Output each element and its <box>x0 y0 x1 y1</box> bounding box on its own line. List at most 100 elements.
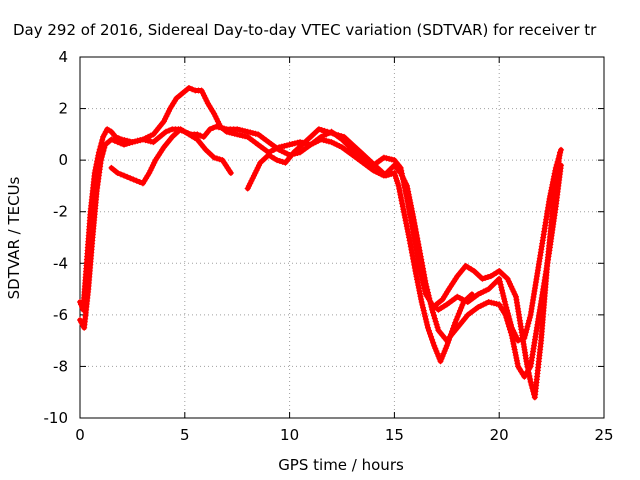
data-point <box>416 287 423 294</box>
data-point <box>501 295 508 302</box>
data-point <box>505 278 512 285</box>
data-point <box>318 136 325 143</box>
data-point <box>248 177 255 184</box>
data-point <box>483 287 490 294</box>
data-point <box>468 291 475 298</box>
data-point <box>406 194 413 201</box>
data-point <box>250 172 257 179</box>
data-point <box>506 326 513 333</box>
data-point <box>421 274 428 281</box>
data-point <box>252 130 259 137</box>
data-point <box>388 156 395 163</box>
data-point <box>442 345 449 352</box>
data-point <box>136 179 143 186</box>
data-point <box>417 250 424 257</box>
data-point <box>410 216 417 223</box>
data-point <box>498 287 505 294</box>
data-point <box>123 140 130 147</box>
data-point <box>526 373 533 380</box>
data-point <box>402 214 409 221</box>
data-point <box>430 312 437 319</box>
data-point <box>525 367 532 374</box>
data-point <box>404 185 411 192</box>
data-point <box>506 323 513 330</box>
data-point <box>393 177 400 184</box>
data-point <box>163 113 170 120</box>
data-point <box>485 274 492 281</box>
data-point <box>479 275 486 282</box>
data-point <box>525 370 532 377</box>
data-point <box>212 113 219 120</box>
data-point <box>427 298 434 305</box>
data-point <box>323 137 330 144</box>
data-point <box>406 234 413 241</box>
data-point <box>501 298 508 305</box>
data-point <box>477 302 484 309</box>
data-point <box>121 141 128 148</box>
data-point <box>148 164 155 171</box>
data-point <box>234 131 241 138</box>
data-point <box>455 310 462 317</box>
data-point <box>421 310 428 317</box>
data-point <box>427 300 434 307</box>
data-point <box>504 275 511 282</box>
series-4 <box>244 126 475 365</box>
data-point <box>515 337 522 344</box>
data-point <box>255 162 262 169</box>
data-point <box>412 270 419 277</box>
data-point <box>164 110 171 117</box>
data-point <box>431 315 438 322</box>
data-point <box>391 170 398 177</box>
data-point <box>512 352 519 359</box>
data-point <box>485 298 492 305</box>
data-point <box>490 300 497 307</box>
data-point <box>452 319 459 326</box>
data-point <box>411 261 418 268</box>
data-point <box>407 240 414 247</box>
data-point <box>151 159 158 166</box>
data-point <box>499 290 506 297</box>
data-point <box>410 258 417 265</box>
data-point <box>414 276 421 283</box>
data-point <box>291 140 298 147</box>
data-point <box>398 172 405 179</box>
data-point <box>213 123 220 130</box>
data-point <box>503 304 510 311</box>
data-point <box>511 346 518 353</box>
ticks <box>79 56 605 419</box>
data-point <box>327 129 334 136</box>
data-point <box>408 246 415 253</box>
data-point <box>132 138 139 145</box>
data-point <box>278 148 285 155</box>
data-point <box>504 317 511 324</box>
data-point <box>101 144 108 151</box>
data-point <box>401 211 408 218</box>
data-point <box>428 333 435 340</box>
data-point <box>411 219 418 226</box>
data-point <box>236 126 243 133</box>
data-point <box>283 150 290 157</box>
data-point <box>206 126 213 133</box>
data-point <box>198 87 205 94</box>
x-tick-label: 15 <box>385 426 404 444</box>
x-tick-label: 10 <box>280 426 299 444</box>
data-point <box>475 304 482 311</box>
data-point <box>396 188 403 195</box>
data-point <box>117 171 124 178</box>
data-point <box>434 350 441 357</box>
data-point <box>274 157 281 164</box>
x-tick-label: 20 <box>490 426 509 444</box>
data-point <box>202 95 209 102</box>
data-point <box>512 349 519 356</box>
data-point <box>422 280 429 287</box>
data-point <box>419 301 426 308</box>
data-point <box>137 137 144 144</box>
data-point <box>509 335 516 342</box>
data-point <box>315 137 322 144</box>
data-point <box>392 172 399 179</box>
data-point <box>403 223 410 230</box>
data-point <box>419 265 426 272</box>
data-point <box>294 139 301 146</box>
data-point <box>424 289 431 296</box>
data-point <box>421 271 428 278</box>
